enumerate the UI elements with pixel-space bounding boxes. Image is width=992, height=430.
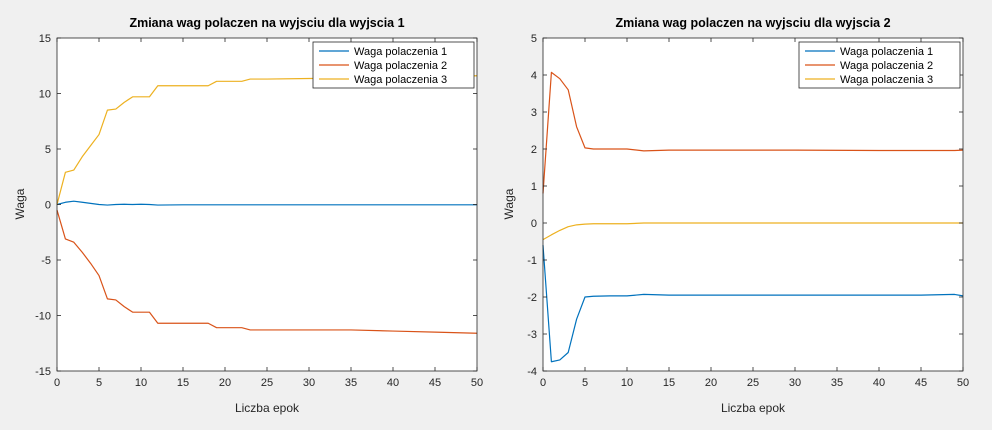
x-tick-label: 10 <box>135 377 147 389</box>
y-tick-label: -10 <box>35 311 51 323</box>
y-tick-label: -4 <box>527 366 537 378</box>
y-tick-label: -3 <box>527 329 537 341</box>
legend-label-2: Waga polaczenia 2 <box>354 60 447 72</box>
series-line-1 <box>542 245 964 363</box>
x-tick-label: 0 <box>54 377 60 389</box>
x-tick-label: 40 <box>873 377 885 389</box>
y-tick-label: -15 <box>35 366 51 378</box>
x-tick-label: 40 <box>387 377 399 389</box>
y-axis-label-1: Waga <box>13 188 27 219</box>
x-tick-label: 10 <box>621 377 633 389</box>
y-tick-label: 4 <box>531 70 537 82</box>
x-tick-label: 50 <box>957 377 969 389</box>
y-tick-label: 10 <box>39 89 51 101</box>
y-tick-label: 1 <box>531 181 537 193</box>
legend-label-1: Waga polaczenia 1 <box>840 46 933 58</box>
legend-label-2: Waga polaczenia 2 <box>840 60 933 72</box>
x-tick-label: 50 <box>471 377 483 389</box>
x-tick-label: 25 <box>261 377 273 389</box>
legend-label-3: Waga polaczenia 3 <box>840 74 933 86</box>
x-tick-label: 5 <box>96 377 102 389</box>
x-tick-label: 45 <box>915 377 927 389</box>
y-tick-label: 0 <box>45 200 51 212</box>
series-lines-1 <box>56 75 478 334</box>
chart-title-2: Zmiana wag polaczen na wyjsciu dla wyjsc… <box>615 16 890 30</box>
series-line-2 <box>542 71 964 194</box>
x-tick-label: 15 <box>663 377 675 389</box>
x-tick-label: 5 <box>582 377 588 389</box>
y-tick-label: 15 <box>39 33 51 45</box>
legend-2: Waga polaczenia 1 Waga polaczenia 2 Waga p… <box>798 41 961 89</box>
series-line-3 <box>542 222 963 241</box>
x-tick-label: 25 <box>747 377 759 389</box>
chart-title-1: Zmiana wag polaczen na wyjsciu dla wyjsc… <box>129 16 404 30</box>
series-lines-2 <box>542 71 964 363</box>
series-line-2 <box>56 209 478 334</box>
x-tick-label: 20 <box>705 377 717 389</box>
legend-label-3: Waga polaczenia 3 <box>354 74 447 86</box>
x-tick-label: 0 <box>540 377 546 389</box>
x-axis-label-1: Liczba epok <box>235 401 300 415</box>
legend-1: Waga polaczenia 1 Waga polaczenia 2 Waga p… <box>312 41 475 89</box>
y-tick-label: 0 <box>531 218 537 230</box>
x-tick-label: 35 <box>345 377 357 389</box>
x-tick-label: 35 <box>831 377 843 389</box>
x-tick-label: 15 <box>177 377 189 389</box>
y-tick-label: 5 <box>45 144 51 156</box>
x-tick-label: 30 <box>303 377 315 389</box>
y-tick-label: -1 <box>527 255 537 267</box>
legend-label-1: Waga polaczenia 1 <box>354 46 447 58</box>
y-tick-label: -5 <box>41 255 51 267</box>
y-tick-label: 2 <box>531 144 537 156</box>
x-axis-label-2: Liczba epok <box>721 401 786 415</box>
y-axis-label-2: Waga <box>502 188 516 219</box>
series-line-3 <box>56 75 478 205</box>
x-tick-label: 30 <box>789 377 801 389</box>
plot-area-2 <box>543 38 963 371</box>
series-line-1 <box>56 200 477 206</box>
chart-output-1: 0 5 10 15 20 25 30 35 40 45 50 -15 -10 -5 0 5 10 15 Zmian… <box>13 16 483 415</box>
y-tick-label: 3 <box>531 107 537 119</box>
x-tick-label: 20 <box>219 377 231 389</box>
y-tick-label: -2 <box>527 292 537 304</box>
y-tick-label: 5 <box>531 33 537 45</box>
ticks-1: 0 5 10 15 20 25 30 35 40 45 50 -15 -10 -5 0 5 10 15 <box>35 33 483 389</box>
x-tick-label: 45 <box>429 377 441 389</box>
